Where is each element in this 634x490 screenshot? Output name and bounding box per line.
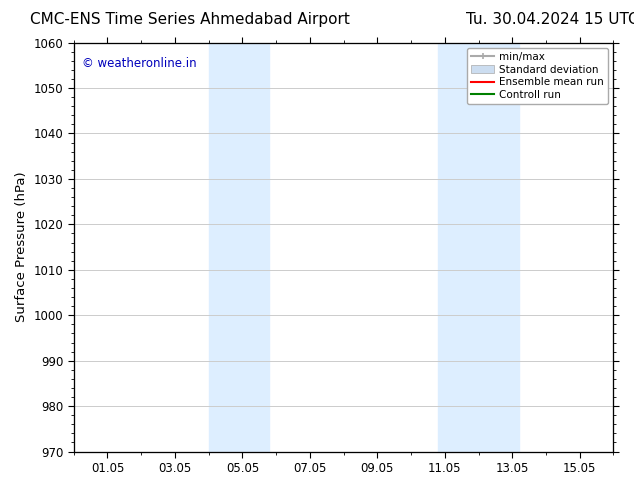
Y-axis label: Surface Pressure (hPa): Surface Pressure (hPa) [15, 172, 28, 322]
Text: © weatheronline.in: © weatheronline.in [82, 57, 197, 70]
Bar [438, 43, 519, 452]
Bar [209, 43, 269, 452]
Legend: min/max, Standard deviation, Ensemble mean run, Controll run: min/max, Standard deviation, Ensemble me… [467, 48, 608, 104]
Text: CMC-ENS Time Series Ahmedabad Airport: CMC-ENS Time Series Ahmedabad Airport [30, 12, 350, 27]
Text: Tu. 30.04.2024 15 UTC: Tu. 30.04.2024 15 UTC [466, 12, 634, 27]
